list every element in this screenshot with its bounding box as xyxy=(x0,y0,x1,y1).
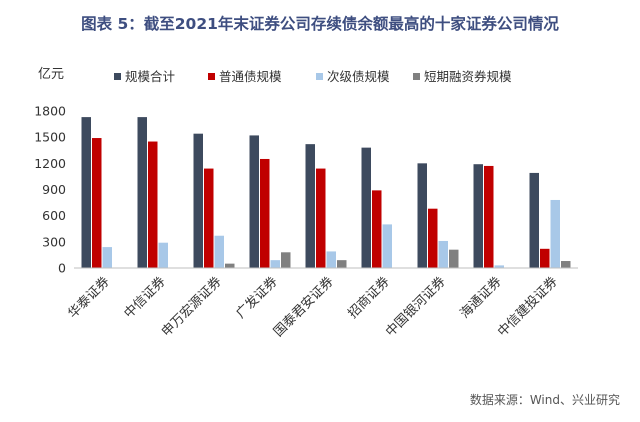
bar xyxy=(158,242,168,268)
y-tick-label: 300 xyxy=(42,234,66,249)
bar xyxy=(92,138,102,268)
legend-swatch xyxy=(413,73,420,80)
legend: 规模合计 普通债规模 次级债规模 短期融资券规模 xyxy=(114,69,512,84)
bar xyxy=(316,168,326,268)
bar xyxy=(382,224,392,268)
legend-label: 普通债规模 xyxy=(219,69,282,84)
y-tick-label: 1800 xyxy=(34,104,66,119)
x-tick-label: 海通证券 xyxy=(457,274,505,322)
legend-label: 短期融资券规模 xyxy=(424,69,512,84)
bar xyxy=(214,235,224,268)
bar xyxy=(428,208,438,268)
x-tick-label: 招商证券 xyxy=(345,274,393,322)
x-tick-label: 中信证券 xyxy=(121,274,169,322)
bar xyxy=(137,117,147,268)
bar xyxy=(337,260,347,268)
y-tick-label: 1500 xyxy=(34,130,66,145)
chart-title: 图表 5：截至2021年末证券公司存续债余额最高的十家证券公司情况 xyxy=(81,14,559,33)
y-tick-label: 600 xyxy=(42,208,66,223)
bar xyxy=(204,168,214,268)
bar xyxy=(260,158,270,268)
bar xyxy=(249,135,259,268)
x-tick-label: 申万宏源证券 xyxy=(158,274,224,340)
x-tick-label: 中信建投证券 xyxy=(494,274,560,340)
bar xyxy=(484,165,494,268)
bar xyxy=(102,247,112,268)
bar xyxy=(494,265,504,268)
bar xyxy=(281,252,291,268)
bar xyxy=(326,251,336,268)
legend-swatch xyxy=(316,73,323,80)
bar xyxy=(361,147,371,268)
legend-label: 规模合计 xyxy=(125,69,175,84)
bar xyxy=(529,172,539,268)
bar xyxy=(270,260,280,268)
y-axis-unit-label: 亿元 xyxy=(38,67,64,82)
bar xyxy=(417,163,427,268)
x-tick-label: 华泰证券 xyxy=(65,274,113,322)
bar xyxy=(225,263,235,268)
x-tick-label: 广发证券 xyxy=(233,274,281,322)
y-tick-label: 0 xyxy=(58,261,66,276)
bar xyxy=(148,141,158,268)
bar xyxy=(305,144,315,268)
bar xyxy=(372,190,382,268)
legend-swatch xyxy=(208,73,215,80)
bar xyxy=(550,199,560,268)
bar xyxy=(449,249,459,268)
y-axis: 0 300 600 900 1200 1500 1800 xyxy=(34,104,66,276)
bar xyxy=(540,248,550,268)
bars xyxy=(81,117,571,268)
x-tick-label: 国泰君安证券 xyxy=(270,274,336,340)
bar xyxy=(193,133,203,268)
legend-label: 次级债规模 xyxy=(327,69,390,84)
source-note: 数据来源：Wind、兴业研究 xyxy=(470,392,620,407)
bar xyxy=(81,117,91,268)
y-tick-label: 1200 xyxy=(34,156,66,171)
bar xyxy=(473,164,483,268)
x-tick-label: 中国银河证券 xyxy=(382,274,448,340)
bar xyxy=(438,240,448,268)
legend-swatch xyxy=(114,73,121,80)
bar xyxy=(561,261,571,268)
y-tick-label: 900 xyxy=(42,182,66,197)
